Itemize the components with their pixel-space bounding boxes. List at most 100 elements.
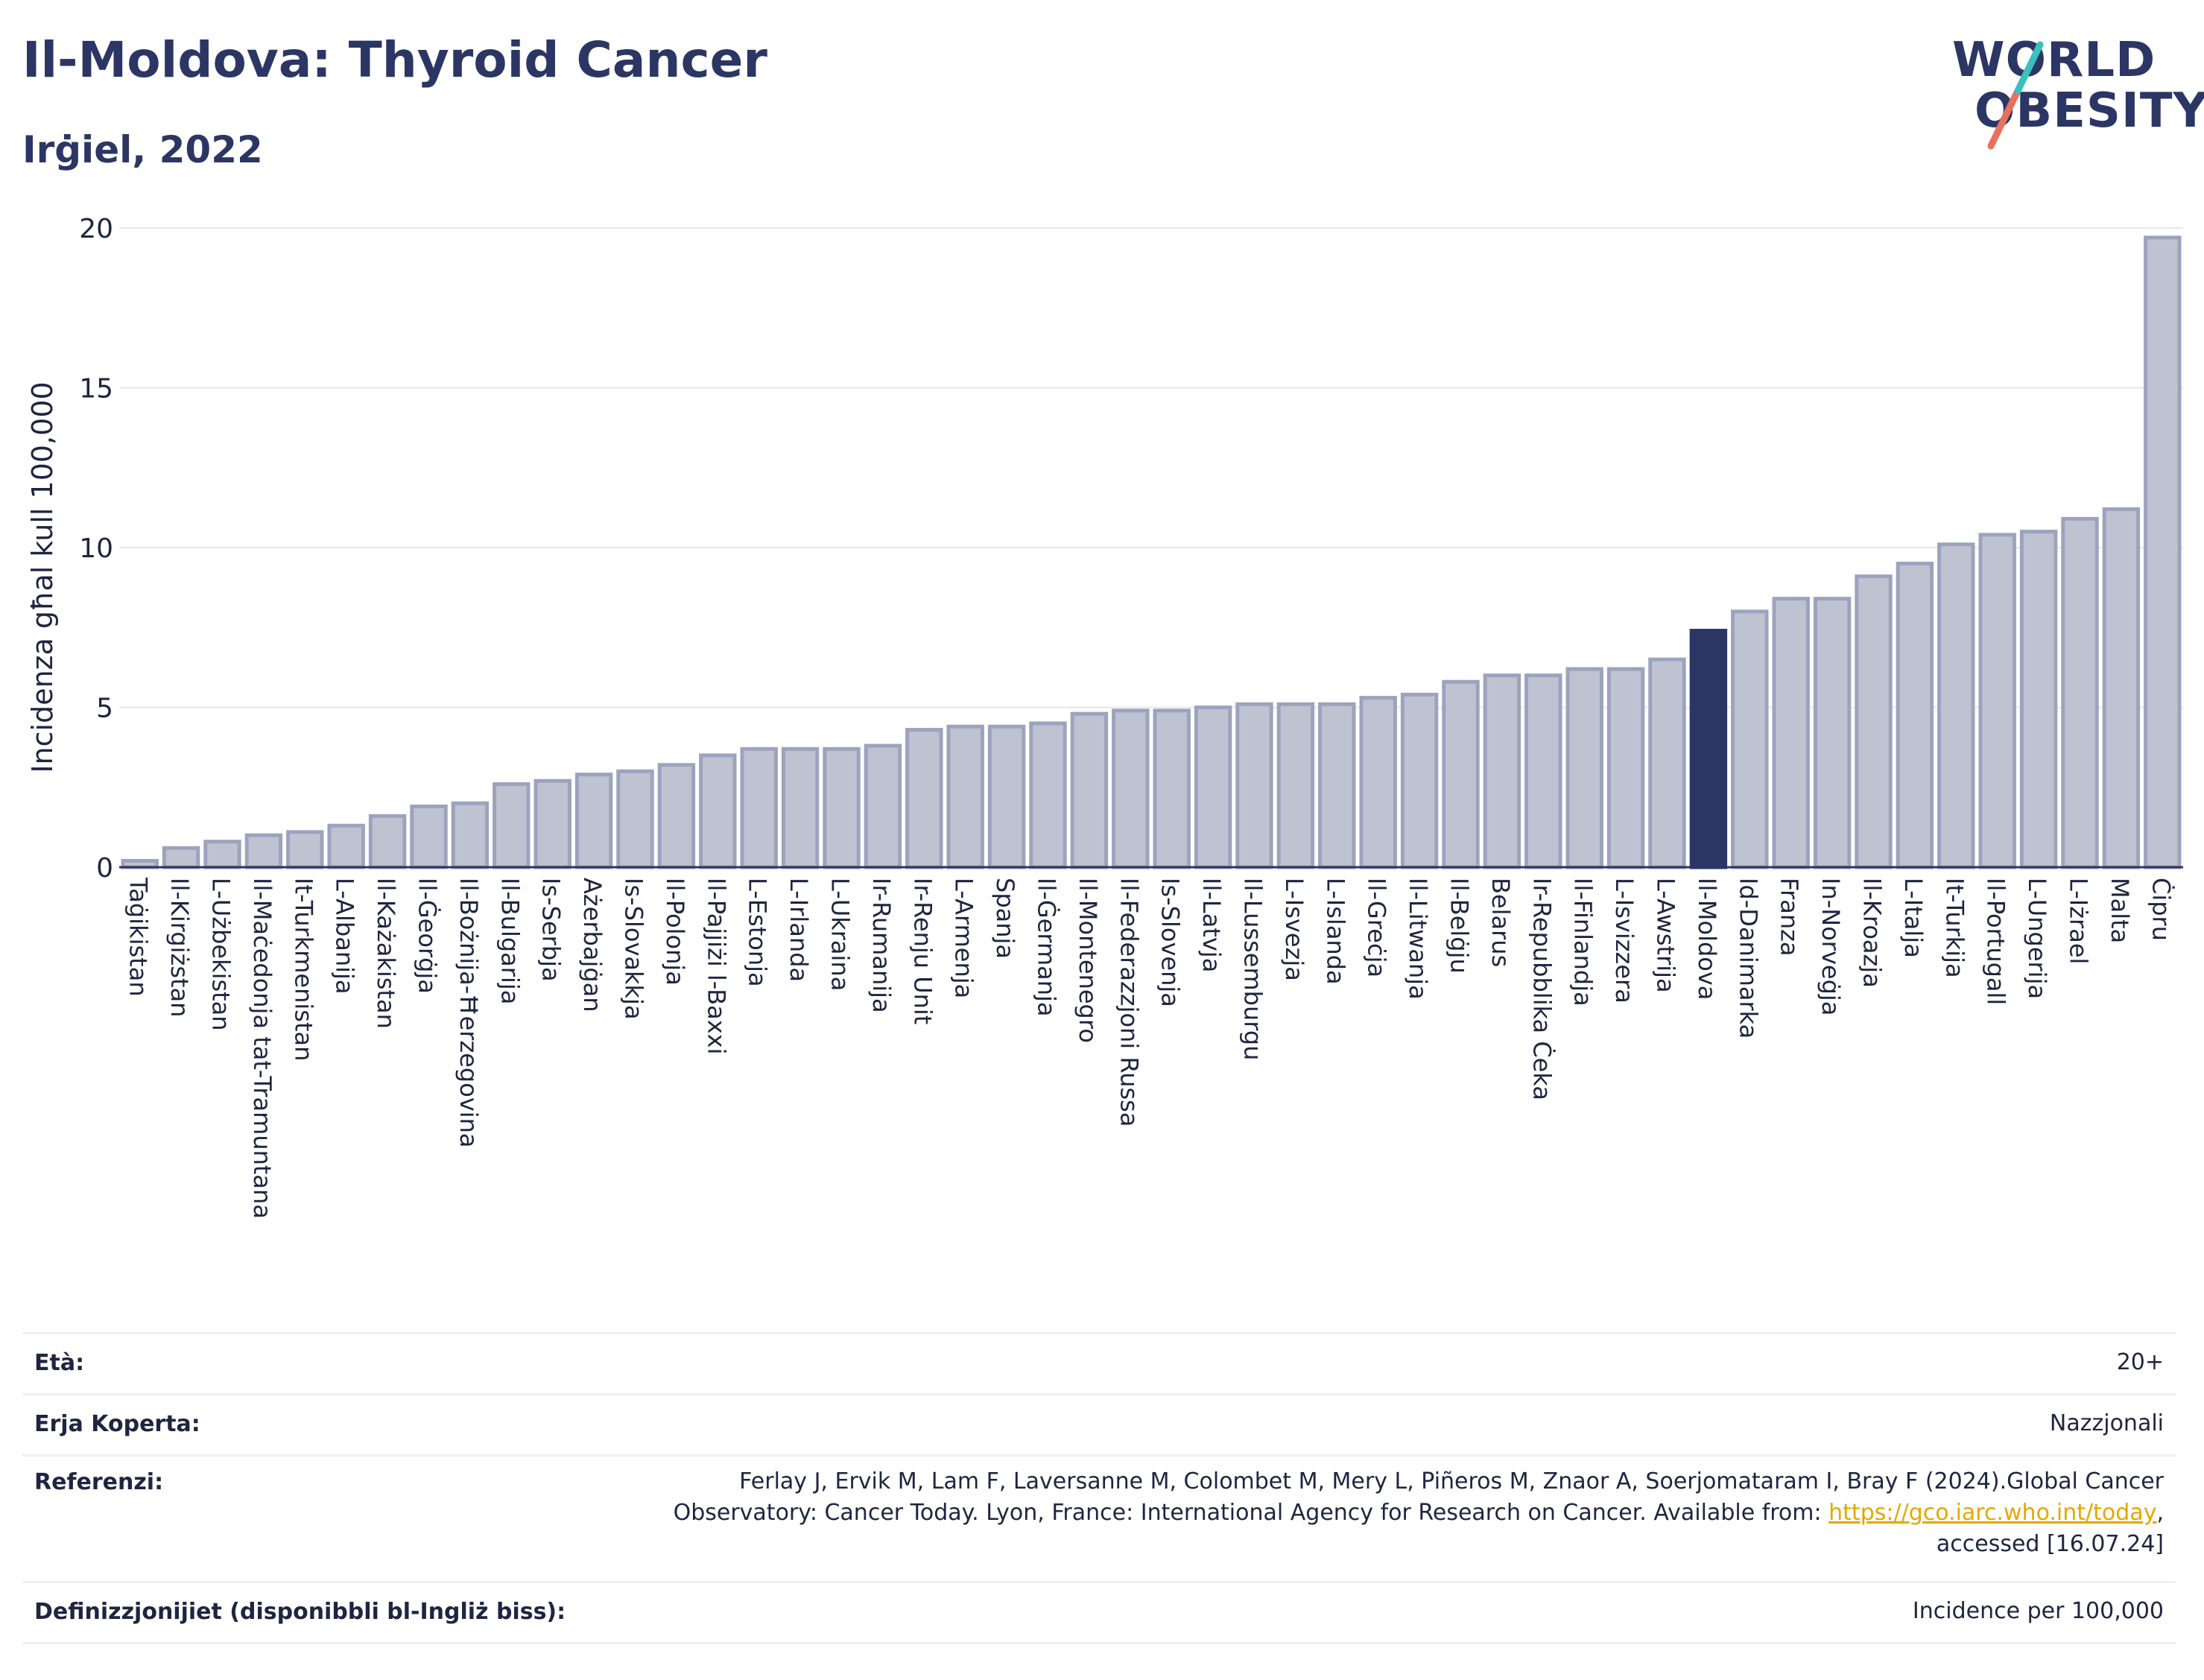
x-tick-label: Il-Portugall bbox=[1982, 878, 2010, 1005]
x-tick-label: Ċipru bbox=[2147, 878, 2175, 941]
x-tick-label: Il-Pajjiżi l-Baxxi bbox=[702, 878, 730, 1055]
x-tick-label: Il-Maċedonja tat-Tramuntana bbox=[248, 878, 276, 1219]
y-tick-labels: 0 5 10 15 20 bbox=[79, 214, 113, 884]
x-tick-label: L-Italja bbox=[1899, 878, 1928, 958]
y-axis-label: Incidenza għal kull 100,000 bbox=[26, 381, 59, 773]
x-tick-label: Il-Lussemburgu bbox=[1239, 878, 1267, 1060]
x-tick-label: Ir-Renju Unit bbox=[908, 878, 937, 1024]
age-label: Età: bbox=[34, 1350, 85, 1376]
x-tick-label: Franza bbox=[1776, 878, 1804, 957]
x-tick-label: L-Isvizzera bbox=[1610, 878, 1638, 1004]
references-line-2: Observatory: Cancer Today. Lyon, France:… bbox=[376, 1497, 2164, 1529]
x-tick-label: Is-Slovakkja bbox=[620, 878, 648, 1020]
bar-25 bbox=[1112, 709, 1150, 869]
references-link[interactable]: https://gco.iarc.who.int/today bbox=[1828, 1500, 2157, 1526]
x-tick-label: It-Turkmenistan bbox=[289, 878, 317, 1061]
x-tick-label: Taġikistan bbox=[124, 877, 153, 997]
logo-slash-icon bbox=[1987, 41, 2044, 150]
bar-42 bbox=[1813, 597, 1852, 869]
x-tick-label: Spanja bbox=[991, 878, 1019, 959]
coverage-value: Nazzjonali bbox=[2049, 1410, 2164, 1436]
references-line-1: Ferlay J, Ervik M, Lam F, Laversanne M, … bbox=[739, 1468, 2164, 1494]
bar-28 bbox=[1235, 702, 1273, 869]
bar-17 bbox=[781, 747, 820, 869]
bar-5 bbox=[286, 830, 324, 869]
x-tick-label: L-Awstrija bbox=[1652, 878, 1680, 993]
x-tick-label: L-Ukraina bbox=[826, 878, 855, 991]
y-tick-label: 5 bbox=[96, 694, 113, 724]
x-tick-label: Is-Slovenja bbox=[1156, 878, 1185, 1007]
x-tick-label: Id-Danimarka bbox=[1734, 878, 1762, 1039]
meta-row-definitions: Definizzjonijiet (disponibbli bl-Ingliż … bbox=[22, 1581, 2176, 1644]
bar-8 bbox=[410, 804, 448, 869]
x-tick-label: Is-Serbja bbox=[537, 878, 566, 982]
x-tick-label: Il-Moldova bbox=[1693, 878, 1721, 1000]
meta-row-references: Referenzi: Ferlay J, Ervik M, Lam F, Lav… bbox=[22, 1454, 2176, 1583]
x-tick-label: Malta bbox=[2106, 878, 2134, 943]
bar-6 bbox=[327, 823, 365, 869]
bar-12 bbox=[574, 773, 613, 869]
x-tick-label: Il-Litwanja bbox=[1404, 878, 1432, 1000]
bar-13 bbox=[616, 769, 654, 869]
x-tick-label: Il-Bulgarija bbox=[495, 878, 524, 1004]
bar-48 bbox=[2061, 516, 2099, 869]
x-tick-label: Ir-Repubblika Ċeka bbox=[1527, 878, 1556, 1100]
bar-19 bbox=[864, 744, 902, 869]
references-line-3: accessed [16.07.24] bbox=[1936, 1531, 2164, 1557]
definitions-value: Incidence per 100,000 bbox=[1912, 1598, 2164, 1624]
meta-row-coverage: Erja Koperta: Nazzjonali bbox=[22, 1393, 2176, 1456]
bar-38 bbox=[1648, 657, 1686, 869]
bar-33 bbox=[1442, 679, 1480, 869]
x-tick-labels: Taġikistan Il-Kirgiżstan L-Użbekistan Il-Ma… bbox=[124, 877, 2176, 1219]
bar-41 bbox=[1772, 597, 1810, 869]
bar-9 bbox=[451, 801, 490, 869]
page-title: Il-Moldova: Thyroid Cancer bbox=[22, 31, 767, 89]
bar-16 bbox=[740, 747, 778, 869]
bar-46 bbox=[1978, 533, 2016, 869]
x-tick-label: L-Irlanda bbox=[785, 878, 813, 982]
y-tick-label: 15 bbox=[79, 374, 113, 405]
bar-10 bbox=[493, 782, 531, 869]
x-tick-label: L-Użbekistan bbox=[207, 878, 235, 1031]
x-tick-label: L-Albanija bbox=[331, 878, 359, 994]
bar-36 bbox=[1565, 667, 1603, 869]
bar-chart: 0 5 10 15 20 Taġikistan Il-Kirgiżstan L-Użbeki… bbox=[26, 214, 2183, 1219]
bar-15 bbox=[699, 753, 737, 869]
bar-30 bbox=[1318, 702, 1356, 869]
bar-44 bbox=[1896, 561, 1934, 869]
x-tick-label: Il-Latvja bbox=[1197, 878, 1226, 972]
coverage-label: Erja Koperta: bbox=[34, 1411, 200, 1437]
metadata-table: Età: 20+ Erja Koperta: Nazzjonali Refere… bbox=[22, 1332, 2176, 1645]
world-obesity-logo: WORLD OBESITY bbox=[1952, 34, 2204, 161]
bar-45 bbox=[1937, 542, 1975, 869]
bar-14 bbox=[657, 763, 696, 869]
x-tick-label: L-Isvezja bbox=[1280, 878, 1308, 981]
bar-23 bbox=[1029, 721, 1067, 869]
bar-49 bbox=[2102, 507, 2141, 869]
bar-18 bbox=[823, 747, 861, 869]
x-tick-label: Il-Montenegro bbox=[1074, 878, 1102, 1043]
bar-3 bbox=[203, 840, 241, 869]
bar-29 bbox=[1276, 702, 1315, 869]
x-tick-label: Il-Federazzjoni Russa bbox=[1115, 878, 1143, 1126]
x-tick-label: L-Armenja bbox=[950, 878, 978, 998]
bar-11 bbox=[533, 779, 571, 869]
bar-22 bbox=[987, 724, 1026, 869]
page-subtitle: Irġiel, 2022 bbox=[22, 128, 263, 171]
bar-50 bbox=[2144, 235, 2182, 869]
bar-7 bbox=[368, 814, 407, 869]
y-tick-label: 10 bbox=[79, 533, 113, 564]
references-line-2-end: , bbox=[2156, 1500, 2164, 1526]
bar-31 bbox=[1359, 696, 1397, 869]
x-tick-label: L-Islanda bbox=[1321, 878, 1349, 985]
x-tick-label: L-Iżrael bbox=[2065, 878, 2093, 964]
bar-27 bbox=[1194, 706, 1232, 869]
bars bbox=[119, 235, 2183, 869]
bar-47 bbox=[2019, 530, 2058, 869]
x-tick-label: L-Estonja bbox=[744, 878, 772, 987]
x-tick-label: In-Norveġja bbox=[1817, 878, 1845, 1015]
y-tick-label: 20 bbox=[79, 214, 113, 244]
x-tick-label: Il-Finlandja bbox=[1569, 878, 1597, 1007]
age-value: 20+ bbox=[2116, 1349, 2164, 1375]
bar-39 bbox=[1689, 629, 1728, 869]
